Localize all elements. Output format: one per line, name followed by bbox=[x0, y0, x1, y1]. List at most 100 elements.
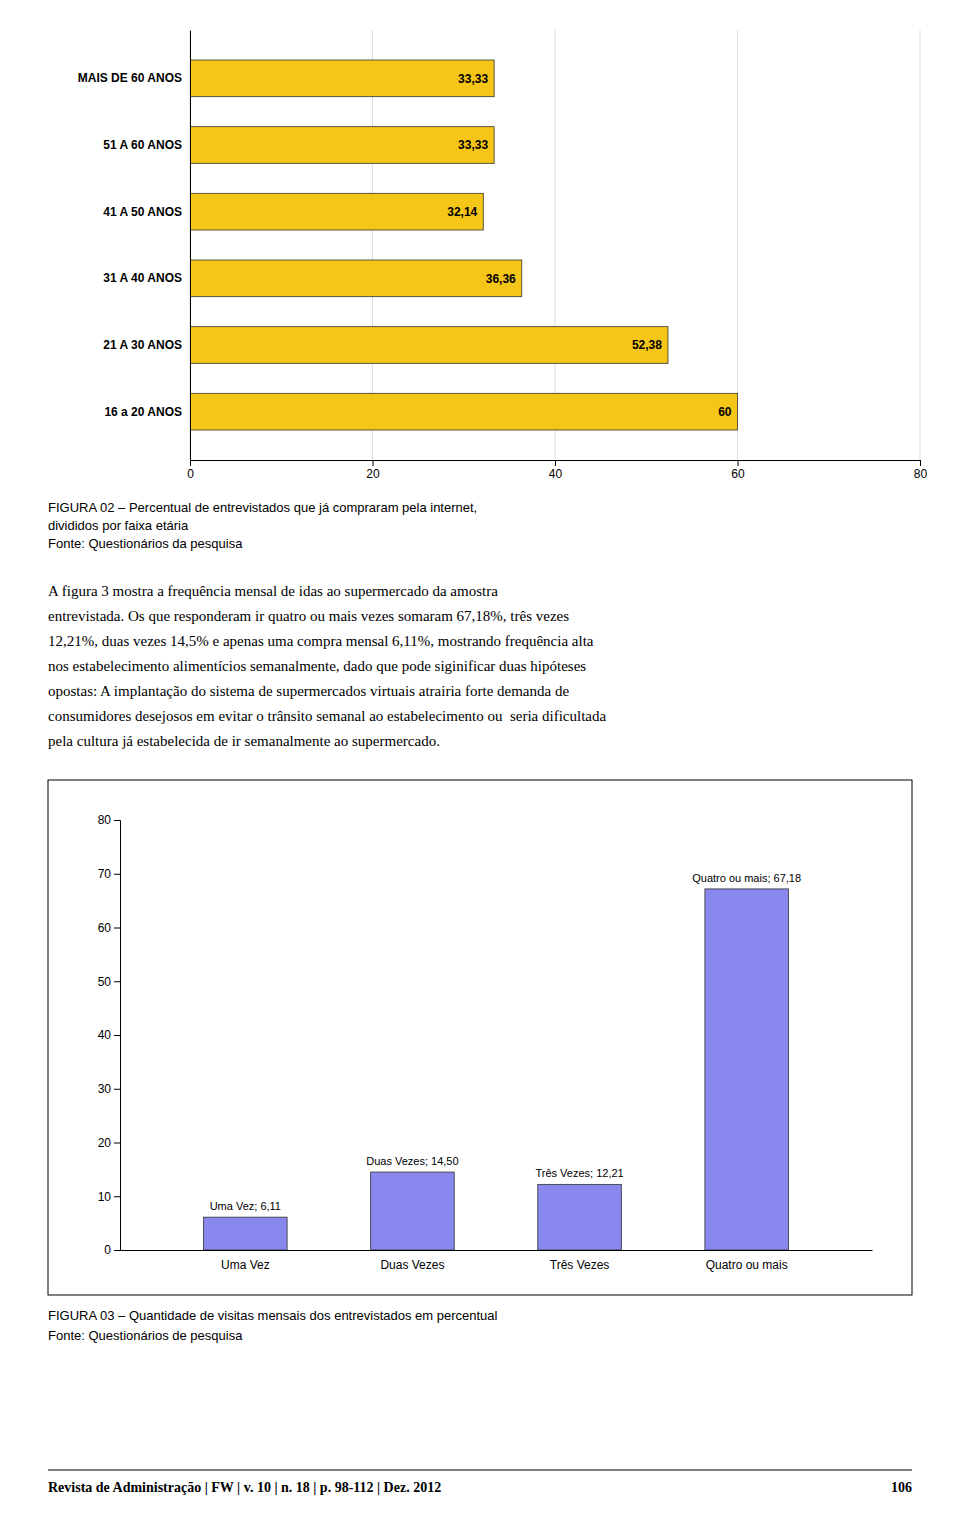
footer-right: 106 bbox=[891, 1480, 912, 1495]
paragraph-line: pela cultura já estabelecida de ir seman… bbox=[48, 733, 440, 749]
tick-mark bbox=[114, 874, 120, 875]
tick: 0 bbox=[104, 1243, 120, 1257]
footer-rule bbox=[48, 1470, 912, 1471]
data-label: 52,38 bbox=[632, 338, 662, 352]
data-label: 36,36 bbox=[486, 272, 516, 286]
axis-domain bbox=[121, 1250, 873, 1251]
tick: 21 A 30 ANOS bbox=[103, 338, 182, 352]
paragraph-line: nos estabelecimento alimentícios semanal… bbox=[48, 658, 586, 674]
tick-label: 10 bbox=[98, 1190, 112, 1204]
tick: 16 a 20 ANOS bbox=[104, 405, 182, 419]
axis-domain bbox=[114, 821, 121, 1251]
tick: 40 bbox=[549, 460, 563, 481]
caption-line: divididos por faixa etária bbox=[48, 518, 189, 533]
tick-label: Uma Vez bbox=[221, 1258, 270, 1272]
data-label: 60 bbox=[718, 405, 732, 419]
caption-line: Fonte: Questionários de pesquisa bbox=[48, 1328, 243, 1343]
tick-label: Três Vezes bbox=[550, 1258, 610, 1272]
bar bbox=[190, 260, 522, 297]
tick: Três Vezes bbox=[550, 1258, 610, 1272]
tick-label: 0 bbox=[104, 1243, 111, 1257]
paragraph-line: A figura 3 mostra a frequência mensal de… bbox=[48, 583, 498, 599]
paragraph-line: opostas: A implantação do sistema de sup… bbox=[48, 683, 569, 699]
x-axis: 020406080 bbox=[187, 460, 927, 481]
y-axis: 0 10 20 30 40 50 60 70 80 bbox=[98, 813, 121, 1257]
x-axis: Uma Vez Duas Vezes Três Vezes Quatro ou mai… bbox=[121, 1251, 873, 1272]
caption-line: FIGURA 02 – Percentual de entrevistados … bbox=[48, 500, 477, 515]
tick: MAIS DE 60 ANOS bbox=[78, 71, 182, 85]
tick: 60 bbox=[731, 460, 745, 481]
data-label: Duas Vezes; 14,50 bbox=[366, 1155, 458, 1167]
tick-label: Duas Vezes bbox=[380, 1258, 444, 1272]
tick-label: 0 bbox=[187, 467, 194, 481]
tick-mark bbox=[190, 460, 191, 466]
caption-line: FIGURA 03 – Quantidade de visitas mensai… bbox=[48, 1308, 498, 1323]
data-label: Quatro ou mais; 67,18 bbox=[692, 872, 801, 884]
bar bbox=[190, 127, 494, 164]
tick-label: 41 A 50 ANOS bbox=[103, 205, 182, 219]
tick-label: 60 bbox=[98, 921, 112, 935]
tick-mark bbox=[114, 1196, 120, 1197]
tick-label: 80 bbox=[98, 813, 112, 827]
data-label: 33,33 bbox=[458, 138, 488, 152]
tick-label: 40 bbox=[98, 1028, 112, 1042]
bar bbox=[538, 1184, 622, 1250]
paragraph-line: consumidores desejosos em evitar o trâns… bbox=[48, 708, 606, 724]
paragraph-line: entrevistada. Os que responderam ir quat… bbox=[48, 608, 569, 624]
caption: FIGURA 02 – Percentual de entrevistados … bbox=[48, 500, 477, 551]
bars bbox=[190, 60, 738, 430]
data-label: 33,33 bbox=[458, 72, 488, 86]
y-axis: MAIS DE 60 ANOS 51 A 60 ANOS 41 A 50 ANOS 3… bbox=[78, 31, 191, 461]
data-label: 32,14 bbox=[447, 205, 477, 219]
axis-domain bbox=[190, 31, 191, 461]
bar bbox=[190, 193, 483, 230]
caption-line: Fonte: Questionários da pesquisa bbox=[48, 536, 243, 551]
tick-mark bbox=[114, 928, 120, 929]
tick-mark bbox=[373, 460, 374, 466]
bar bbox=[705, 889, 789, 1250]
tick-mark bbox=[920, 460, 921, 466]
tick: 10 bbox=[98, 1190, 120, 1204]
tick: 70 bbox=[98, 867, 120, 881]
tick-mark bbox=[114, 981, 120, 982]
tick: Quatro ou mais bbox=[706, 1258, 788, 1272]
paragraph-line: 12,21%, duas vezes 14,5% e apenas uma co… bbox=[48, 633, 594, 649]
bar bbox=[190, 393, 738, 430]
grid-line bbox=[190, 30, 191, 460]
tick: 50 bbox=[98, 975, 120, 989]
paragraph: A figura 3 mostra a frequência mensal de… bbox=[48, 583, 606, 749]
tick: 60 bbox=[98, 921, 120, 935]
tick-mark bbox=[114, 1035, 120, 1036]
tick-label: 30 bbox=[98, 1082, 112, 1096]
tick: 20 bbox=[366, 460, 380, 481]
grid-line bbox=[920, 30, 921, 460]
tick-mark bbox=[738, 460, 739, 466]
tick-mark bbox=[114, 1089, 120, 1090]
tick-label: 40 bbox=[549, 467, 563, 481]
tick: 41 A 50 ANOS bbox=[103, 205, 182, 219]
tick-label: MAIS DE 60 ANOS bbox=[78, 71, 182, 85]
footer-left: Revista de Administração | FW | v. 10 | … bbox=[48, 1480, 441, 1495]
data-label: Uma Vez; 6,11 bbox=[210, 1200, 281, 1212]
axis-domain bbox=[191, 461, 921, 467]
bar bbox=[371, 1172, 455, 1250]
tick: 51 A 60 ANOS bbox=[103, 138, 182, 152]
tick-label: 70 bbox=[98, 867, 112, 881]
chart: 020406080MAIS DE 60 ANOS51 A 60 ANOS41 A… bbox=[78, 30, 928, 481]
tick-label: 21 A 30 ANOS bbox=[103, 338, 182, 352]
data-labels: Uma Vez; 6,11Duas Vezes; 14,50Três Vezes… bbox=[210, 872, 801, 1212]
tick: 30 bbox=[98, 1082, 120, 1096]
tick: 40 bbox=[98, 1028, 120, 1042]
tick-label: 20 bbox=[98, 1136, 112, 1150]
tick: 20 bbox=[98, 1136, 120, 1150]
tick: 80 bbox=[98, 813, 120, 827]
tick-label: 50 bbox=[98, 975, 112, 989]
tick: Uma Vez bbox=[221, 1258, 270, 1272]
data-labels: 33,33 33,33 32,14 36,36 52,38 60 bbox=[447, 72, 732, 419]
tick-label: 31 A 40 ANOS bbox=[103, 271, 182, 285]
bar bbox=[190, 327, 668, 364]
page: 0 20 40 60 80 MAIS DE 60 ANOS 51 A 60 ANOS 41 A… bbox=[0, 0, 960, 1523]
figure-box bbox=[48, 780, 912, 1295]
chart: 0 10 20 30 40 50 60 70 80 Uma Vez Duas Vezes Três V… bbox=[98, 813, 873, 1271]
tick-label: 20 bbox=[366, 467, 380, 481]
